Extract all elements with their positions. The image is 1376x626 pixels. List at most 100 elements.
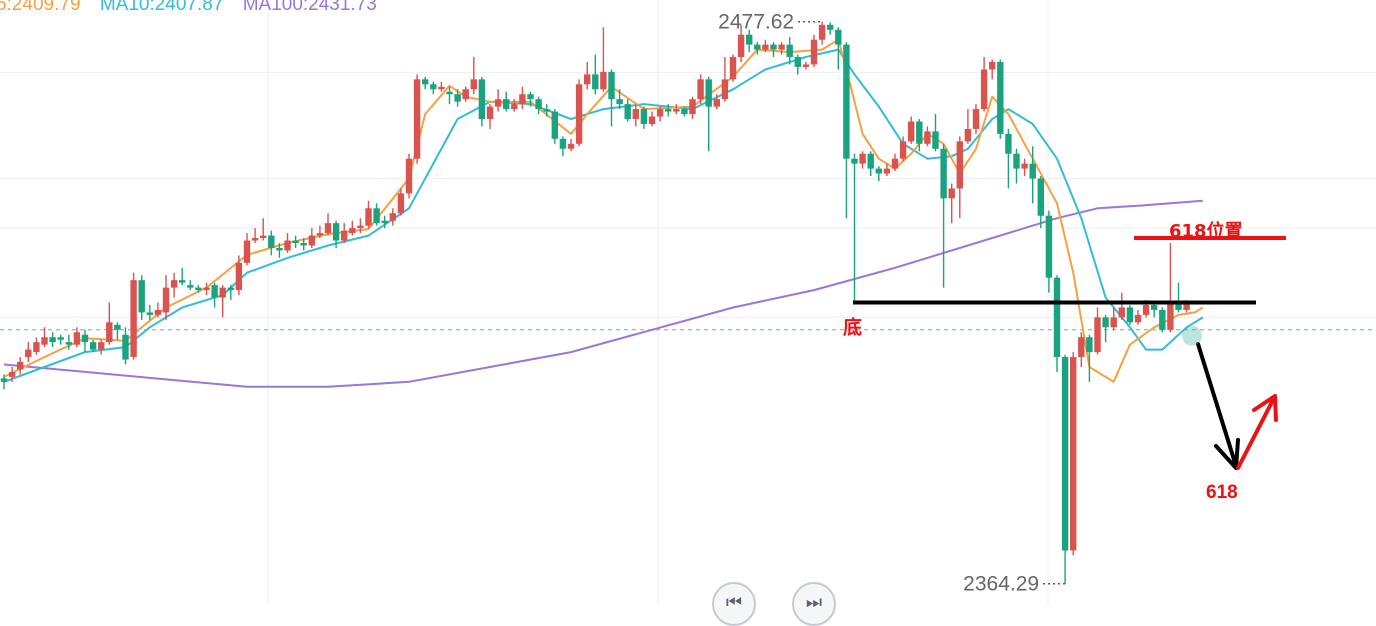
candle <box>794 54 801 75</box>
candle-body <box>908 121 915 142</box>
candle-body <box>373 208 380 224</box>
candle <box>1086 334 1093 382</box>
candle-body <box>835 29 842 45</box>
candle-body <box>1078 337 1085 358</box>
candle-body <box>794 57 801 67</box>
candle <box>446 86 453 105</box>
candle <box>122 327 129 365</box>
candle-body <box>729 57 737 80</box>
candle-body <box>1005 133 1012 154</box>
candle <box>397 188 405 216</box>
candle <box>575 79 583 147</box>
low-label: 2364.29 <box>963 573 1039 596</box>
candle <box>276 242 283 258</box>
candle-body <box>802 64 810 67</box>
candle <box>381 215 388 229</box>
candle-body <box>608 71 615 100</box>
candle <box>1053 275 1061 372</box>
candle-body <box>154 309 162 315</box>
candle <box>1005 128 1012 189</box>
candle-body <box>673 109 680 112</box>
candle-body <box>980 69 988 110</box>
candle <box>891 153 899 172</box>
candle-body <box>689 99 696 115</box>
candle-body <box>964 128 972 142</box>
candle-body <box>916 121 923 144</box>
candle <box>478 76 486 127</box>
candle <box>25 342 32 363</box>
candle <box>656 106 664 122</box>
candle-body <box>535 99 542 110</box>
skip-back-icon: ⏮ <box>725 592 743 613</box>
candle-body <box>527 94 534 100</box>
ma100-line <box>3 199 1203 388</box>
candle <box>0 374 8 390</box>
candle <box>916 119 923 152</box>
candle-body <box>883 168 891 174</box>
candle-body <box>1134 314 1142 323</box>
candle <box>49 332 56 348</box>
candle-body <box>843 44 850 159</box>
candle-body <box>89 342 97 350</box>
candle-body <box>268 235 275 248</box>
candle-body <box>665 109 672 112</box>
candle <box>827 22 834 35</box>
candle <box>681 106 688 117</box>
candle <box>251 228 259 243</box>
candle <box>1070 352 1077 556</box>
candle-body <box>219 287 226 298</box>
candle-body <box>462 89 469 100</box>
candle-body <box>251 238 259 241</box>
candle-body <box>1045 215 1053 278</box>
candle <box>106 302 113 345</box>
candles <box>0 21 1190 584</box>
candle <box>130 272 137 360</box>
candle <box>770 42 777 58</box>
candle <box>65 334 72 350</box>
candle <box>705 76 712 152</box>
candle <box>260 218 267 241</box>
candle-body <box>810 39 818 65</box>
candle-body <box>600 71 607 90</box>
candle-body <box>316 233 324 236</box>
candle <box>373 203 380 226</box>
candle <box>737 24 745 62</box>
candle <box>786 37 793 65</box>
candle-body <box>511 104 518 110</box>
candle <box>551 109 558 144</box>
prev-button[interactable]: ⏮ <box>712 582 756 626</box>
candle-body <box>0 378 8 382</box>
candle <box>1061 354 1069 584</box>
candle-body <box>33 342 40 353</box>
candle-body <box>875 168 882 174</box>
candle-body <box>705 79 712 107</box>
candle-body <box>1053 277 1061 358</box>
candle-body <box>25 349 32 358</box>
candle-body <box>989 61 996 70</box>
candle <box>535 96 542 115</box>
candle-body <box>260 235 267 239</box>
candle <box>1045 210 1053 293</box>
candle-body <box>365 208 372 226</box>
candle <box>1013 148 1020 184</box>
candle-body <box>543 109 550 112</box>
candle <box>1021 158 1028 177</box>
candle-body <box>1102 317 1109 328</box>
candle-body <box>616 99 623 105</box>
candle-body <box>413 79 421 159</box>
candle <box>632 104 639 127</box>
candle <box>843 42 850 219</box>
candle-body <box>187 285 194 288</box>
candle-body <box>1110 317 1117 328</box>
next-button[interactable]: ⏭ <box>792 582 836 626</box>
candle-body <box>632 109 639 120</box>
candle <box>851 153 858 303</box>
candle-body <box>389 213 396 221</box>
candle-body <box>1094 317 1101 353</box>
candle <box>932 114 939 152</box>
candle <box>470 57 477 95</box>
candle-body <box>17 362 24 370</box>
candle <box>511 99 518 112</box>
candle-body <box>656 109 664 117</box>
candle-body <box>73 332 81 345</box>
